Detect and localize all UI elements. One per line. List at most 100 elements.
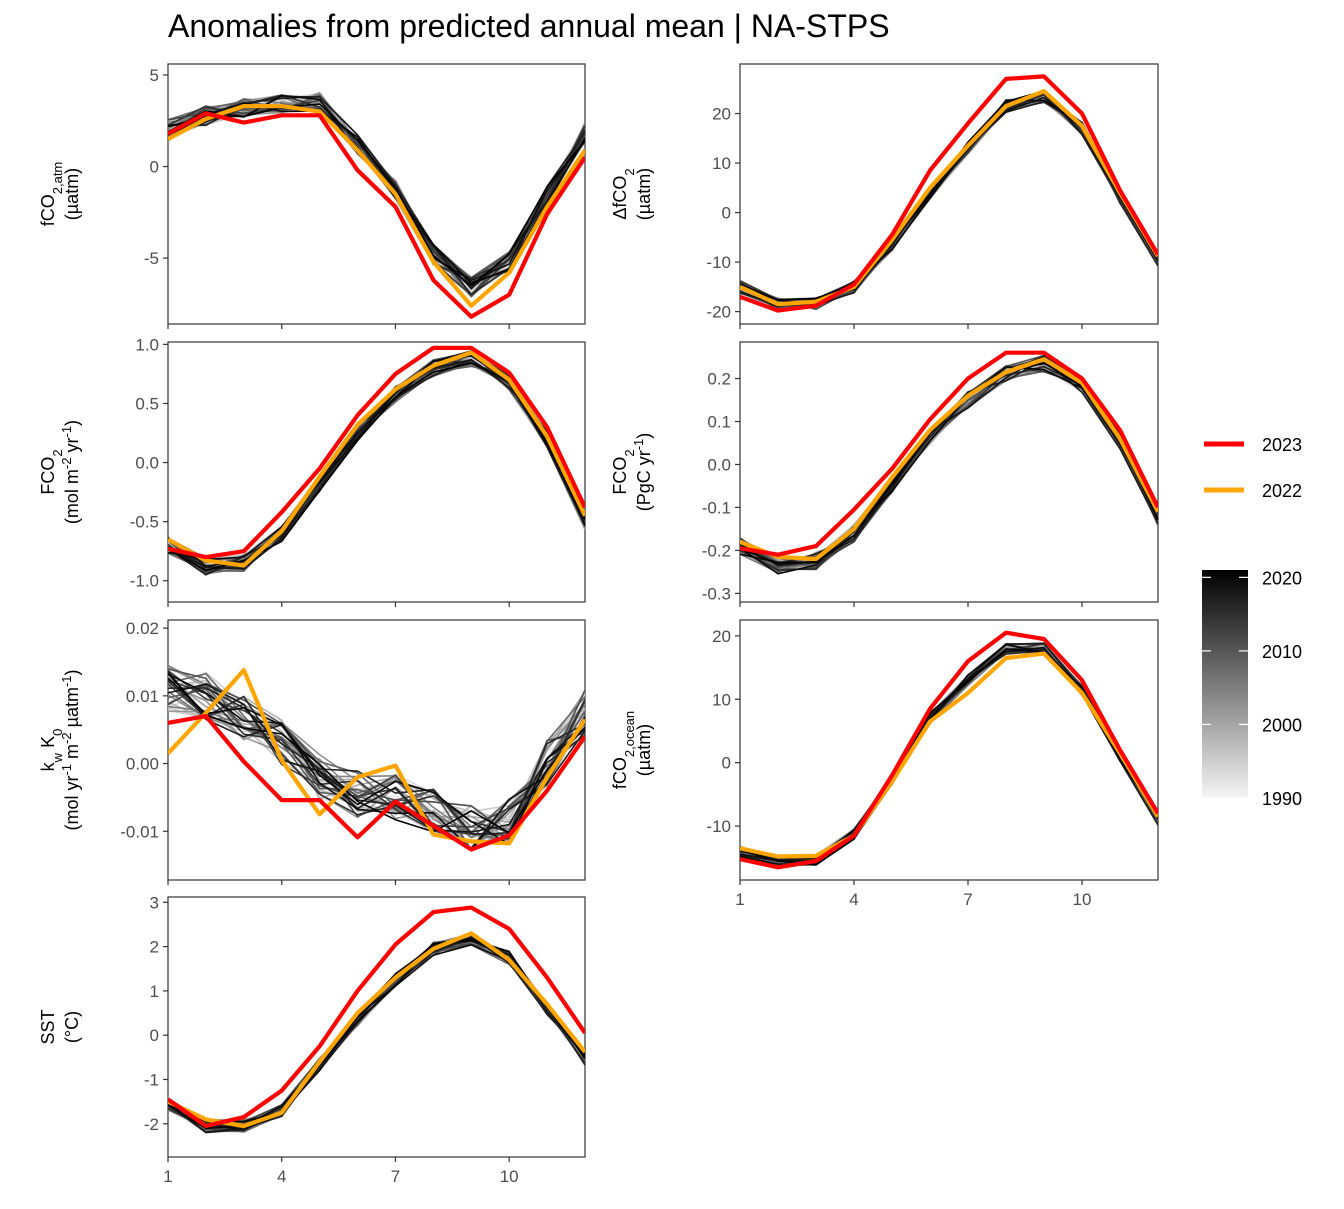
panel-fco2_flux_pgc: 0.2 0.1 0.0 -0.1 -0.2 -0.3 FCO2(PgC yr-1) — [610, 341, 1159, 607]
y-axis-label: FCO2 — [610, 449, 637, 494]
y-axis-label: fCO2,ocean — [610, 711, 637, 789]
series-line-2022 — [740, 357, 1158, 562]
y-tick-label: -20 — [706, 303, 731, 322]
series-line-2023 — [168, 713, 585, 852]
y-tick-label: 1.0 — [135, 335, 159, 354]
history-line — [168, 683, 585, 833]
legend-label-2022: 2022 — [1262, 481, 1302, 501]
panels-group: 50-5fCO2,atm(µatm)20100-10-20ΔfCO2(µatm)… — [38, 63, 1159, 1186]
colorbar — [1202, 570, 1248, 798]
y-tick-label: 0 — [722, 204, 731, 223]
y-axis-title: fCO2,ocean(µatm) — [610, 711, 654, 789]
y-tick-label: -2 — [144, 1115, 159, 1134]
panel-frame — [167, 619, 586, 881]
panel-frame — [739, 619, 1159, 881]
panel-dfco2: 20 10 0 -10 -20 ΔfCO2(µatm) — [610, 63, 1159, 329]
y-tick-label: 20 — [712, 627, 731, 646]
y-tick-label: 10 — [712, 154, 731, 173]
y-tick-label: -10 — [706, 817, 731, 836]
y-tick-label: 0 — [150, 1026, 159, 1045]
y-axis-unit: (PgC yr-1) — [631, 433, 655, 512]
series-line-2022 — [168, 350, 585, 568]
series-line-2022 — [740, 651, 1158, 859]
x-tick-label: 1 — [163, 1167, 172, 1186]
plot-area — [168, 345, 585, 576]
x-tick-label: 4 — [849, 890, 858, 909]
history-line — [168, 358, 585, 570]
y-tick-label: 0.0 — [135, 454, 159, 473]
series-line-2023 — [168, 345, 585, 560]
panel-fco2_ocean: 20 10 0 -10 1 4 7 10 fCO2,ocean(µatm) — [610, 619, 1159, 909]
series-line-2022 — [168, 667, 585, 846]
history-line — [168, 670, 585, 849]
y-axis-unit: (µatm) — [634, 724, 654, 776]
plot-area — [740, 74, 1158, 313]
y-tick-label: 1 — [150, 982, 159, 1001]
y-axis-label: FCO2 — [38, 449, 65, 494]
y-tick-label: -5 — [144, 249, 159, 268]
x-tick-label: 10 — [500, 1167, 519, 1186]
y-axis-label: ΔfCO2 — [610, 168, 637, 219]
y-tick-label: 2 — [150, 938, 159, 957]
y-axis-label: SST — [38, 1009, 58, 1044]
colorbar-label: 1990 — [1262, 789, 1302, 809]
series-line-2023 — [168, 905, 585, 1129]
plot-area — [740, 630, 1158, 870]
panel-fco2_flux: 1.0 0.5 0.0 -0.5 -1.0 FCO2(mol m-2 yr-1) — [38, 335, 586, 607]
y-tick-label: 0.2 — [707, 370, 731, 389]
legend: 2023 2022 2020 2010 2000 1990 — [1202, 435, 1302, 809]
y-tick-label: -0.2 — [702, 541, 731, 560]
panel-kw_k0: 0.02 0.01 0.00 -0.01 kw K0(mol yr-1 m-2 µatm… — [38, 619, 586, 885]
history-line — [168, 672, 585, 834]
y-axis-unit: (mol m-2 yr-1) — [59, 420, 83, 524]
series-line-2023 — [168, 111, 585, 319]
x-tick-label: 7 — [391, 1167, 400, 1186]
series-line-2022 — [168, 103, 585, 308]
panel-fco2_atm: 5 0 -5 fCO2,atm(µatm) — [38, 63, 586, 329]
y-tick-label: -1.0 — [130, 572, 159, 591]
y-tick-label: 0.00 — [126, 755, 159, 774]
x-tick-label: 4 — [277, 1167, 286, 1186]
y-tick-label: -0.1 — [702, 498, 731, 517]
y-tick-label: -0.3 — [702, 584, 731, 603]
history-line — [168, 683, 585, 828]
series-line-2023 — [740, 74, 1158, 313]
colorbar-label: 2020 — [1262, 568, 1302, 588]
plot-area — [168, 664, 585, 852]
y-axis-label: fCO2,atm — [38, 162, 65, 227]
y-axis-title: ΔfCO2(µatm) — [610, 168, 654, 220]
x-tick-label: 1 — [735, 890, 744, 909]
panel-frame — [739, 63, 1159, 325]
y-axis-title: FCO2(PgC yr-1) — [610, 433, 654, 512]
y-axis-unit: (°C) — [62, 1011, 82, 1043]
x-tick-label: 7 — [963, 890, 972, 909]
y-tick-label: -10 — [706, 253, 731, 272]
history-line — [168, 103, 585, 287]
y-tick-label: 3 — [150, 893, 159, 912]
y-tick-label: 0.1 — [707, 413, 731, 432]
series-line-2022 — [168, 931, 585, 1129]
plot-area — [168, 91, 585, 319]
y-tick-label: 0.01 — [126, 687, 159, 706]
y-axis-title: kw K0(mol yr-1 m-2 µatm-1) — [38, 669, 82, 830]
x-tick-label: 10 — [1073, 890, 1092, 909]
y-tick-label: 20 — [712, 105, 731, 124]
y-axis-title: fCO2,atm(µatm) — [38, 162, 82, 227]
y-tick-label: 0 — [150, 158, 159, 177]
y-axis-unit: (µatm) — [62, 168, 82, 220]
series-line-2023 — [740, 630, 1158, 870]
y-axis-label: kw K0 — [38, 729, 65, 772]
legend-label-2023: 2023 — [1262, 435, 1302, 455]
y-tick-label: 0 — [722, 754, 731, 773]
plot-area — [740, 350, 1158, 575]
y-axis-unit: (mol yr-1 m-2 µatm-1) — [59, 669, 83, 830]
y-tick-label: -0.5 — [130, 513, 159, 532]
y-tick-label: -0.01 — [120, 822, 159, 841]
page-title: Anomalies from predicted annual mean | N… — [168, 8, 890, 44]
series-line-2023 — [740, 350, 1158, 557]
y-tick-label: 0.02 — [126, 619, 159, 638]
colorbar-label: 2010 — [1262, 642, 1302, 662]
panel-frame — [167, 896, 586, 1158]
